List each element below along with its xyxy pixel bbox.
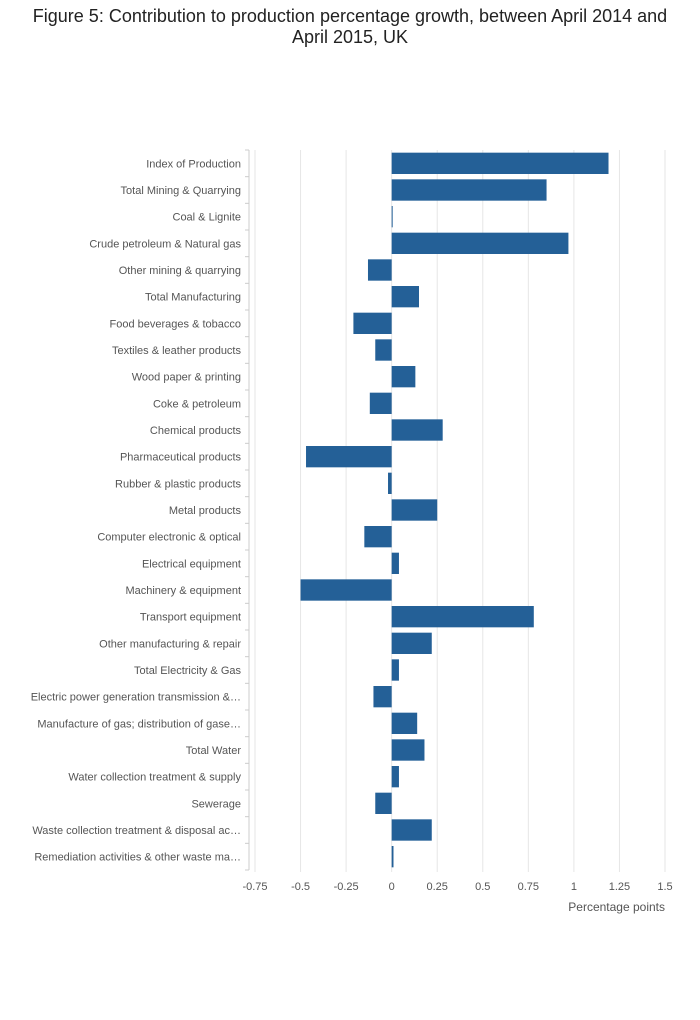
x-tick-label: -0.25 xyxy=(334,881,359,893)
bar xyxy=(391,419,443,441)
bar xyxy=(391,366,416,388)
category-label: Crude petroleum & Natural gas xyxy=(89,238,241,250)
bar xyxy=(369,392,392,414)
category-label: Sewerage xyxy=(191,798,241,810)
category-label: Manufacture of gas; distribution of gase… xyxy=(37,718,241,730)
bar xyxy=(391,152,609,174)
bar xyxy=(364,526,392,548)
category-label: Water collection treatment & supply xyxy=(68,772,241,784)
category-label: Computer electronic & optical xyxy=(97,532,241,544)
category-label: Wood paper & printing xyxy=(132,372,241,384)
category-label: Electrical equipment xyxy=(142,558,241,570)
bar xyxy=(391,552,399,574)
category-label: Remediation activities & other waste ma… xyxy=(34,852,241,864)
bar xyxy=(391,232,569,254)
bar xyxy=(391,286,419,308)
x-tick-label: 1.5 xyxy=(657,881,672,893)
bar xyxy=(391,606,534,628)
bar xyxy=(375,792,392,814)
category-label: Total Water xyxy=(186,745,242,757)
x-tick-label: -0.5 xyxy=(291,881,310,893)
bar xyxy=(391,206,393,228)
category-label: Chemical products xyxy=(150,425,242,437)
chart-title: Figure 5: Contribution to production per… xyxy=(32,6,668,47)
bar xyxy=(375,339,392,361)
category-label: Textiles & leather products xyxy=(112,345,242,357)
category-label: Coal & Lignite xyxy=(173,212,242,224)
bar xyxy=(391,499,438,521)
x-tick-label: -0.75 xyxy=(242,881,267,893)
x-tick-label: 0.75 xyxy=(518,881,539,893)
bar xyxy=(306,446,392,468)
category-label: Rubber & plastic products xyxy=(115,478,241,490)
bar xyxy=(300,579,392,601)
bar xyxy=(391,739,425,761)
category-label: Index of Production xyxy=(146,158,241,170)
bar xyxy=(373,686,392,708)
bar xyxy=(353,312,392,334)
category-label: Coke & petroleum xyxy=(153,398,241,410)
bar xyxy=(391,819,432,841)
category-label: Metal products xyxy=(169,505,242,517)
category-label: Food beverages & tobacco xyxy=(110,318,241,330)
x-tick-label: 0 xyxy=(389,881,395,893)
category-label: Machinery & equipment xyxy=(125,585,241,597)
bar xyxy=(391,712,418,734)
category-label: Other mining & quarrying xyxy=(119,265,241,277)
bar xyxy=(388,472,392,494)
category-label: Electric power generation transmission &… xyxy=(31,692,241,704)
x-axis-title: Percentage points xyxy=(568,900,665,914)
bar xyxy=(391,846,394,868)
x-tick-label: 1 xyxy=(571,881,577,893)
category-label: Pharmaceutical products xyxy=(120,452,242,464)
bar xyxy=(391,766,399,788)
category-label: Transport equipment xyxy=(140,612,241,624)
bar xyxy=(391,659,399,681)
category-label: Total Mining & Quarrying xyxy=(121,185,241,197)
bar xyxy=(391,632,432,654)
category-label: Total Manufacturing xyxy=(145,292,241,304)
bar xyxy=(391,179,547,201)
x-tick-label: 0.25 xyxy=(427,881,448,893)
category-label: Waste collection treatment & disposal ac… xyxy=(32,825,241,837)
bar xyxy=(367,259,392,281)
x-tick-label: 0.5 xyxy=(475,881,490,893)
category-label: Total Electricity & Gas xyxy=(134,665,241,677)
x-tick-label: 1.25 xyxy=(609,881,630,893)
category-label: Other manufacturing & repair xyxy=(99,638,241,650)
